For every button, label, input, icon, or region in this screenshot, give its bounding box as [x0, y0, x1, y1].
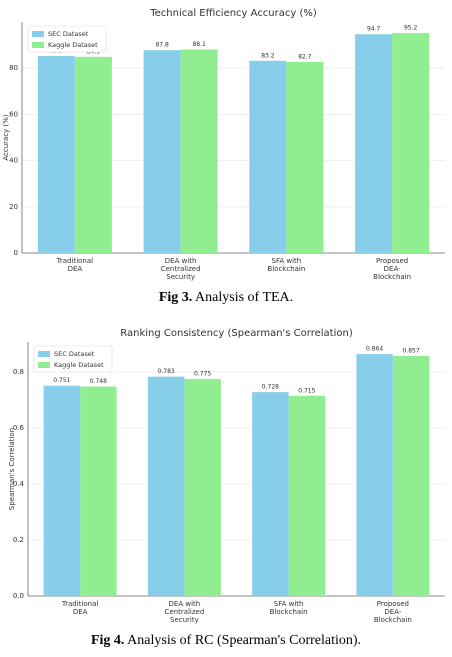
caption-label: Fig 3.	[159, 290, 192, 305]
x-tick-label: DEA with Centralized Security	[161, 257, 201, 281]
bar	[37, 55, 75, 253]
chart-title: Ranking Consistency (Spearman's Correlat…	[120, 328, 353, 339]
bar	[249, 60, 287, 253]
y-tick-label: 40	[9, 157, 18, 165]
value-label: 0.864	[366, 346, 383, 353]
value-label: 87.8	[155, 42, 169, 49]
bar	[356, 354, 393, 596]
y-axis-label: Accuracy (%)	[2, 114, 10, 161]
value-label: 95.2	[404, 25, 418, 32]
figure-caption: Fig 4. Analysis of RC (Spearman's Correl…	[91, 633, 361, 648]
bar	[74, 56, 112, 254]
value-label: 0.775	[194, 370, 211, 377]
legend-label: SEC Dataset	[48, 30, 89, 38]
y-axis-label: Spearman's Correlation	[8, 428, 16, 510]
y-tick-label: 0.2	[13, 536, 24, 544]
bar	[180, 49, 218, 253]
bar	[143, 50, 181, 253]
bar	[288, 395, 326, 596]
bar	[355, 34, 393, 254]
bar	[80, 386, 117, 596]
x-tick-label: Proposed DEA-Blockchain	[374, 600, 412, 624]
legend-swatch	[38, 351, 50, 357]
value-label: 83.2	[261, 52, 275, 59]
value-label: 94.7	[367, 26, 381, 33]
x-tick-label: Traditional DEA	[56, 257, 94, 273]
value-label: 0.715	[298, 387, 315, 394]
value-label: 0.748	[90, 378, 107, 385]
value-label: 0.857	[403, 348, 420, 355]
y-tick-label: 0	[14, 249, 18, 257]
y-tick-label: 80	[9, 64, 18, 72]
chart-title: Technical Efficiency Accuracy (%)	[149, 8, 317, 19]
legend-box	[27, 25, 107, 53]
legend-box	[33, 345, 113, 373]
value-label: 0.783	[158, 368, 175, 375]
y-tick-label: 20	[9, 203, 18, 211]
legend-swatch	[32, 31, 44, 37]
y-tick-label: 0.4	[13, 480, 25, 488]
x-tick-label: Proposed DEA-Blockchain	[373, 257, 411, 281]
x-tick-label: Traditional DEA	[61, 600, 99, 616]
caption-text: Analysis of RC (Spearman's Correlation).	[127, 633, 361, 648]
y-tick-label: 0.6	[13, 424, 25, 432]
y-tick-label: 0.8	[13, 368, 24, 376]
bar	[184, 378, 221, 596]
bar	[43, 385, 81, 596]
x-tick-label: SFA with Blockchain	[267, 257, 305, 273]
bar	[252, 392, 289, 596]
figure-caption: Fig 3. Analysis of TEA.	[159, 290, 293, 305]
value-label: 82.7	[298, 53, 312, 60]
legend-label: SEC Dataset	[54, 350, 95, 358]
bar	[286, 61, 324, 254]
legend-label: Kaggle Dataset	[48, 41, 98, 49]
value-label: 0.751	[53, 377, 70, 384]
legend-label: Kaggle Dataset	[54, 361, 104, 369]
bar	[392, 356, 430, 596]
value-label: 88.1	[192, 41, 206, 48]
bar	[147, 376, 185, 596]
x-tick-label: DEA with Centralized Security	[164, 600, 204, 624]
y-tick-label: 60	[9, 110, 18, 118]
legend-swatch	[32, 42, 44, 48]
y-tick-label: 0.0	[13, 592, 24, 600]
caption-label: Fig 4.	[91, 633, 124, 648]
value-label: 0.728	[262, 384, 279, 391]
bar	[392, 33, 430, 254]
x-tick-label: SFA with Blockchain	[270, 600, 308, 616]
caption-text: Analysis of TEA.	[195, 290, 293, 305]
legend-swatch	[38, 362, 50, 368]
